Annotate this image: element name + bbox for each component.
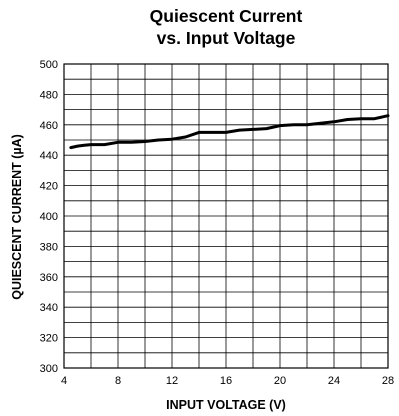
chart-title-line-2: vs. Input Voltage <box>156 28 296 48</box>
x-tick-label: 28 <box>382 375 394 387</box>
x-axis-label: INPUT VOLTAGE (V) <box>166 398 286 412</box>
x-tick-label: 8 <box>115 375 121 387</box>
y-tick-label: 420 <box>40 181 58 193</box>
grid-lines <box>63 63 389 369</box>
series-line <box>69 114 390 150</box>
y-tick-label: 380 <box>40 241 58 253</box>
y-tick-label: 320 <box>40 333 58 345</box>
y-tick-label: 480 <box>40 89 58 101</box>
y-tick-label: 360 <box>40 272 58 284</box>
x-tick-label: 12 <box>166 375 178 387</box>
plot-frame <box>63 63 389 369</box>
chart-title: Quiescent Current vs. Input Voltage <box>0 5 399 49</box>
x-tick-label: 24 <box>328 375 340 387</box>
y-tick-label: 300 <box>40 363 58 375</box>
y-tick-label: 340 <box>40 302 58 314</box>
x-tick-label: 20 <box>274 375 286 387</box>
series-group <box>69 114 390 150</box>
y-tick-label: 400 <box>40 211 58 223</box>
x-tick-label: 4 <box>61 375 67 387</box>
y-tick-label: 460 <box>40 120 58 132</box>
y-tick-label: 500 <box>40 59 58 71</box>
x-tick-label: 16 <box>220 375 232 387</box>
y-axis-label: QUIESCENT CURRENT (µA) <box>10 134 24 300</box>
chart-title-line-1: Quiescent Current <box>149 6 303 26</box>
tick-labels: 4 8 12 16 20 24 28 300 320 340 360 380 400 420 440 460 4… <box>40 59 394 387</box>
y-tick-label: 440 <box>40 150 58 162</box>
